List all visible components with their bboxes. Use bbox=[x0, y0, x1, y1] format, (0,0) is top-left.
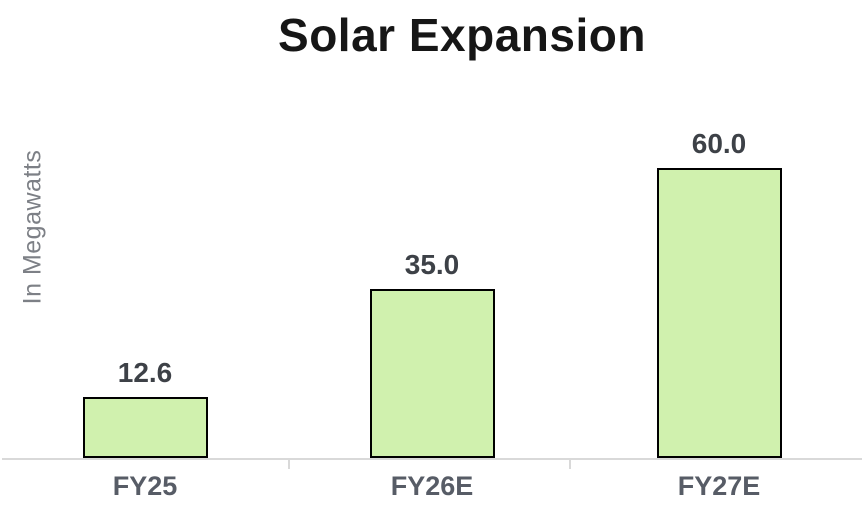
x-axis-line bbox=[2, 458, 862, 460]
x-axis-tick-2 bbox=[569, 458, 571, 469]
value-label-fy25: 12.6 bbox=[117, 357, 173, 388]
y-axis-label: In Megawatts bbox=[18, 149, 47, 305]
category-label-fy26e: FY26E bbox=[390, 471, 474, 501]
value-label-fy27e: 60.0 bbox=[691, 128, 747, 159]
chart-title: Solar Expansion bbox=[278, 9, 646, 61]
bar-fy25 bbox=[82, 397, 208, 458]
bar-fy26e bbox=[369, 289, 495, 458]
category-label-fy25: FY25 bbox=[112, 471, 178, 501]
value-label-fy26e: 35.0 bbox=[404, 249, 460, 280]
category-label-fy27e: FY27E bbox=[677, 471, 761, 501]
bar-fy27e bbox=[656, 168, 782, 458]
x-axis-tick-1 bbox=[288, 458, 290, 469]
